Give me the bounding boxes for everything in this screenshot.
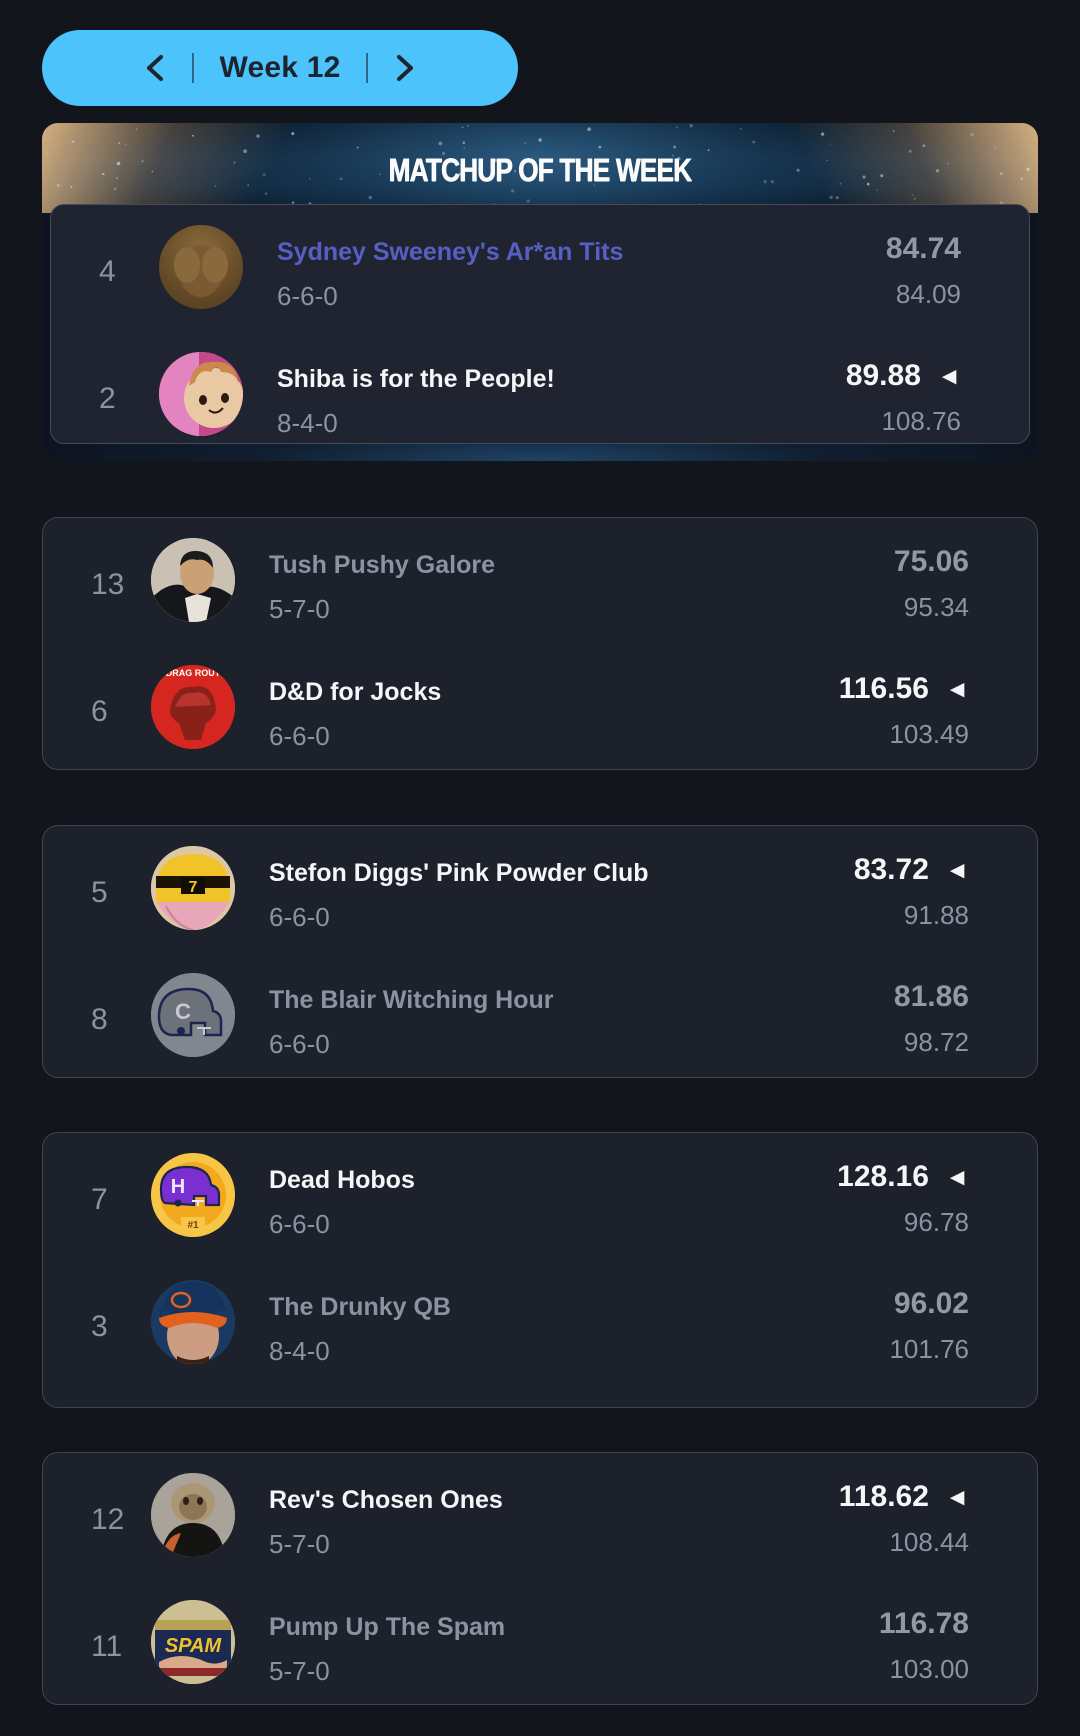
svg-text:H: H bbox=[171, 1176, 185, 1198]
svg-text:7: 7 bbox=[189, 879, 198, 896]
svg-text:SPAM: SPAM bbox=[165, 1635, 223, 1657]
svg-text:C: C bbox=[175, 999, 191, 1024]
svg-text:DRAG ROUT: DRAG ROUT bbox=[166, 668, 221, 678]
svg-text:#1: #1 bbox=[187, 1220, 199, 1231]
